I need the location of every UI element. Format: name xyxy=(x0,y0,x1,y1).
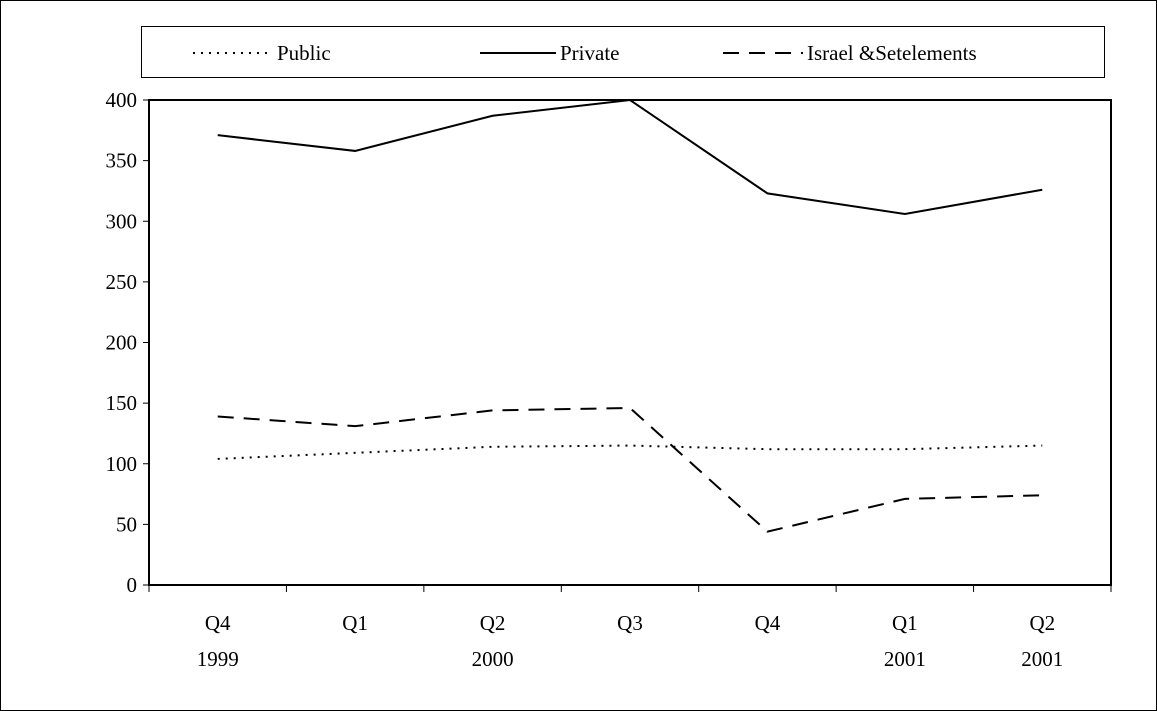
x-tick-label-quarter: Q4 xyxy=(755,611,781,635)
y-tick-label: 350 xyxy=(106,149,138,173)
y-tick-label: 300 xyxy=(106,209,138,233)
x-tick-label-quarter: Q2 xyxy=(480,611,506,635)
x-tick-label-year: 2000 xyxy=(472,647,514,671)
y-tick-label: 50 xyxy=(116,512,137,536)
y-tick-label: 0 xyxy=(127,573,138,597)
plot-area xyxy=(148,99,1112,586)
legend-swatch-public xyxy=(193,52,273,54)
legend-label-private: Private xyxy=(560,40,620,65)
y-tick-label: 250 xyxy=(106,270,138,294)
legend-item-private: Private xyxy=(480,27,619,79)
legend-label-israel-settlements: Israel &Setelements xyxy=(807,40,977,65)
y-tick-label: 400 xyxy=(106,88,138,112)
x-tick-label-year: 2001 xyxy=(1021,647,1063,671)
legend-swatch-private xyxy=(480,52,556,54)
x-tick-label-quarter: Q4 xyxy=(205,611,231,635)
legend-item-israel-settlements: Israel &Setelements xyxy=(723,27,977,79)
series-line-israel-settlements xyxy=(217,406,1043,533)
x-tick-label-quarter: Q1 xyxy=(342,611,368,635)
y-tick-label: 200 xyxy=(106,331,138,355)
x-tick-label-year: 1999 xyxy=(197,647,239,671)
series-line-public xyxy=(217,444,1043,460)
x-tick-label-year: 2001 xyxy=(884,647,926,671)
legend-swatch-israel-settlements xyxy=(723,52,803,54)
y-tick-label: 150 xyxy=(106,391,138,415)
x-tick-label-quarter: Q3 xyxy=(617,611,643,635)
legend: Public Private Israel &Setelements xyxy=(141,26,1105,78)
legend-item-public: Public xyxy=(193,27,331,79)
legend-label-public: Public xyxy=(277,40,331,65)
x-tick-label-quarter: Q1 xyxy=(892,611,918,635)
series-line-private xyxy=(217,98,1043,215)
x-tick-label-quarter: Q2 xyxy=(1029,611,1055,635)
y-tick-label: 100 xyxy=(106,452,138,476)
